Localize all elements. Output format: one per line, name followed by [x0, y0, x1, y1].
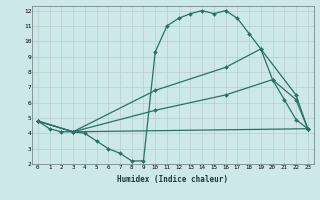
X-axis label: Humidex (Indice chaleur): Humidex (Indice chaleur) — [117, 175, 228, 184]
